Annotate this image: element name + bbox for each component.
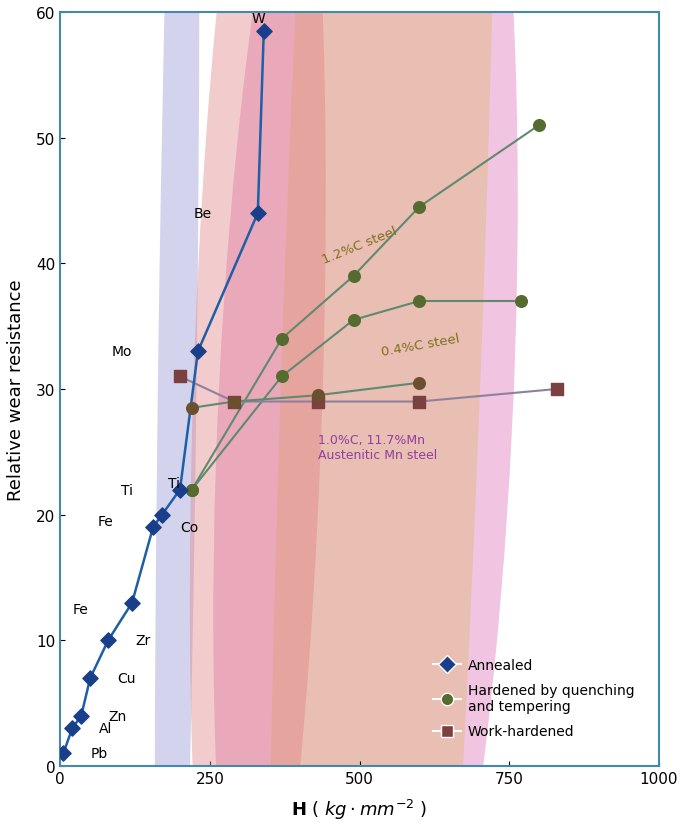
Point [66, 722, 77, 735]
Text: 1.0%C, 11.7%Mn
Austenitic Mn steel: 1.0%C, 11.7%Mn Austenitic Mn steel [318, 433, 437, 461]
Point [175, 370, 186, 383]
Text: Co: Co [180, 521, 198, 535]
Text: 0.4%C steel: 0.4%C steel [380, 332, 461, 359]
Text: Fe: Fe [73, 602, 88, 616]
Point [175, 484, 186, 497]
Point [414, 396, 425, 409]
Ellipse shape [213, 0, 518, 828]
Text: Be: Be [193, 207, 211, 221]
Point [186, 402, 197, 415]
Point [147, 521, 158, 534]
Y-axis label: Relative wear resistance: Relative wear resistance [7, 279, 25, 500]
Ellipse shape [266, 0, 501, 828]
Text: Fe: Fe [97, 514, 113, 528]
Point [127, 596, 138, 609]
Text: Pb: Pb [90, 747, 108, 760]
Text: Mo: Mo [112, 344, 132, 359]
Text: Ti: Ti [121, 483, 133, 497]
Point [276, 333, 287, 346]
Point [228, 396, 239, 409]
Ellipse shape [155, 0, 199, 828]
X-axis label: $\mathbf{H}$ ( $kg\cdot mm^{-2}$ ): $\mathbf{H}$ ( $kg\cdot mm^{-2}$ ) [291, 797, 427, 821]
Point [312, 396, 323, 409]
Point [103, 634, 114, 647]
Point [85, 672, 96, 685]
Text: 1.2%C steel: 1.2%C steel [321, 224, 399, 266]
Point [76, 710, 87, 723]
Text: W: W [252, 12, 266, 26]
Ellipse shape [190, 0, 326, 828]
Point [157, 508, 168, 522]
Text: Zr: Zr [135, 633, 150, 647]
Point [516, 295, 527, 308]
Legend: Annealed, Hardened by quenching
and tempering, Work-hardened: Annealed, Hardened by quenching and temp… [427, 652, 640, 744]
Point [228, 396, 239, 409]
Text: Cu: Cu [117, 672, 136, 686]
Text: Zn: Zn [108, 709, 127, 723]
Point [192, 345, 203, 359]
Point [348, 314, 359, 327]
Text: Ti: Ti [168, 477, 180, 491]
Point [312, 389, 323, 402]
Point [258, 25, 269, 38]
Point [414, 377, 425, 390]
Point [252, 207, 263, 220]
Point [58, 747, 68, 760]
Point [551, 383, 562, 396]
Point [414, 201, 425, 214]
Point [534, 119, 545, 132]
Point [186, 484, 197, 497]
Point [186, 484, 197, 497]
Point [348, 270, 359, 283]
Point [276, 370, 287, 383]
Text: Al: Al [99, 721, 112, 735]
Point [414, 295, 425, 308]
